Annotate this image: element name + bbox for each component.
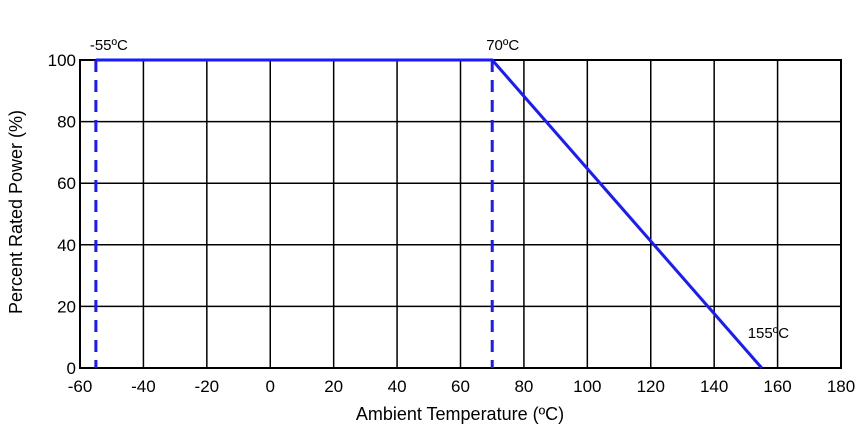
x-tick-label: 20	[324, 377, 343, 396]
x-tick-label: -60	[68, 377, 93, 396]
x-tick-label: 0	[266, 377, 275, 396]
reference-line-label: -55ºC	[90, 37, 128, 54]
x-tick-label: -20	[195, 377, 220, 396]
y-tick-label: 100	[48, 51, 76, 70]
reference-lines	[94, 60, 494, 368]
series-line	[95, 58, 763, 369]
x-tick-label: -40	[131, 377, 156, 396]
annotation-label: 155ºC	[748, 325, 790, 342]
x-tick-label: 120	[637, 377, 665, 396]
tick-labels: -60 -40 -20 0 20 40 60 80 100 120 140 160 180 0 20 40 60…	[48, 51, 856, 396]
y-tick-label: 60	[57, 174, 76, 193]
x-tick-label: 100	[573, 377, 601, 396]
grid	[79, 59, 842, 369]
y-tick-label: 0	[67, 359, 76, 378]
y-tick-label: 20	[57, 297, 76, 316]
x-tick-label: 160	[763, 377, 791, 396]
x-axis-label: Ambient Temperature (ºC)	[356, 404, 564, 424]
y-tick-label: 80	[57, 113, 76, 132]
x-tick-label: 80	[514, 377, 533, 396]
annotations: -55ºC 70ºC 155ºC	[90, 37, 789, 342]
x-tick-label: 140	[700, 377, 728, 396]
y-axis-label: Percent Rated Power (%)	[6, 110, 26, 314]
y-tick-label: 40	[57, 236, 76, 255]
reference-line-label: 70ºC	[486, 37, 519, 54]
series-layer	[95, 58, 763, 369]
x-tick-label: 60	[451, 377, 470, 396]
x-tick-label: 180	[827, 377, 855, 396]
x-tick-label: 40	[388, 377, 407, 396]
